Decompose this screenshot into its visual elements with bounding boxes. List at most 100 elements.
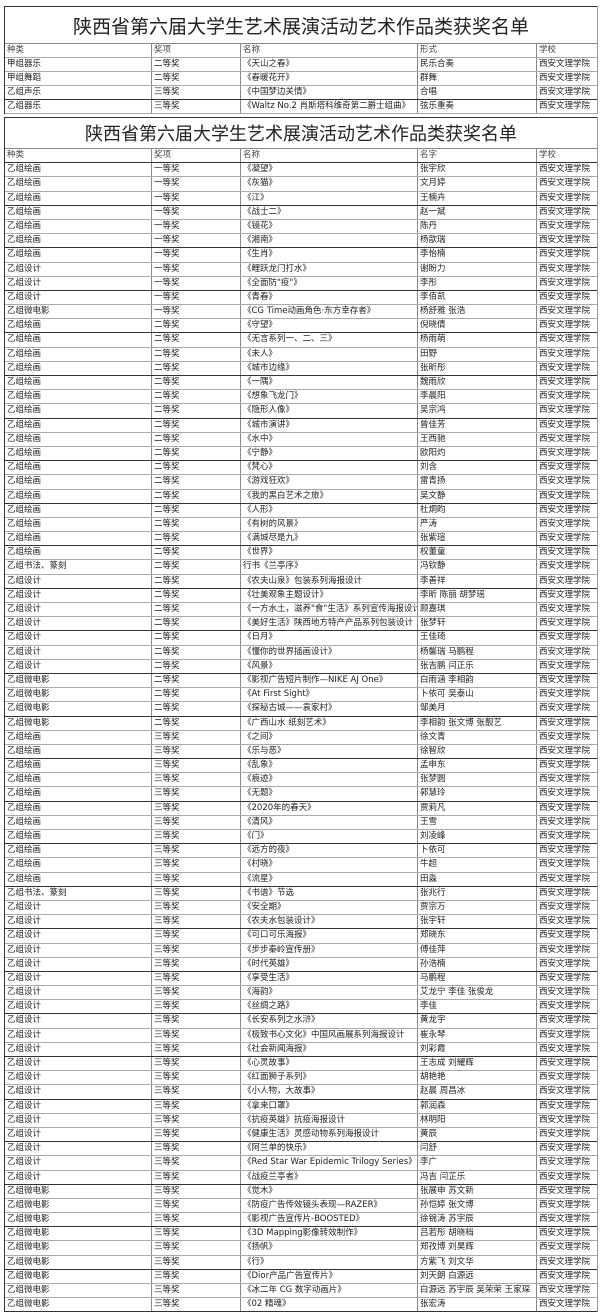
cell-category: 乙组微电影	[5, 1198, 152, 1213]
cell-title: 《湘南》	[241, 234, 418, 248]
cell-award: 一等奖	[152, 248, 241, 262]
cell-school: 西安文理学院	[539, 745, 591, 756]
cell-award: 三等奖	[152, 929, 241, 943]
cell-award: 三等奖	[152, 759, 241, 773]
cell-name: 白雨涵 李相韵	[418, 673, 537, 688]
cell-award: 三等奖	[152, 900, 241, 915]
cell-category: 乙组设计	[5, 957, 152, 971]
cell-award: 三等奖	[152, 744, 241, 759]
cell-award: 二等奖	[152, 560, 241, 574]
table-row: 乙组设计 一等奖 《鲤跃龙门打水》 谢盼力 西安文理学院	[5, 262, 597, 277]
cell-title: 《海韵》	[241, 986, 418, 1000]
cell-category: 乙组绘画	[5, 219, 152, 234]
cell-award: 三等奖	[152, 815, 241, 829]
header-award: 奖项	[152, 149, 241, 163]
cell-title: 《CG Time动画角色·东方幸存者》	[241, 305, 418, 319]
cell-school: 西安文理学院	[539, 1043, 591, 1054]
cell-school: 西安文理学院	[539, 859, 591, 870]
cell-title: 《拿来口罩》	[241, 1099, 418, 1113]
cell-award: 三等奖	[152, 1298, 241, 1312]
cell-category: 乙组绘画	[5, 489, 152, 503]
cell-name: 群舞	[418, 72, 537, 85]
cell-school: 西安文理学院	[539, 646, 591, 657]
cell-name: 张兆行	[418, 886, 537, 900]
table-row: 乙组绘画 二等奖 《水中》 王西驰 西安文理学院	[5, 432, 597, 447]
table-row: 乙组绘画 二等奖 《一隅》 魏雨欣 西安文理学院	[5, 376, 597, 391]
cell-award: 三等奖	[152, 1014, 241, 1028]
cell-category: 乙组微电影	[5, 688, 152, 702]
cell-title: 《长安系列之水浒》	[241, 1014, 418, 1028]
cell-category: 乙组绘画	[5, 446, 152, 461]
cell-name: 李怡楠	[418, 248, 537, 262]
cell-award: 三等奖	[152, 1156, 241, 1170]
cell-category: 乙组绘画	[5, 163, 152, 177]
table-row: 乙组微电影 三等奖 《扬帆》 郑孜博 刘昊辉 西安文理学院	[5, 1241, 597, 1256]
cell-school: 西安文理学院	[539, 59, 591, 69]
cell-title: 《安全期》	[241, 900, 418, 915]
cell-award: 二等奖	[152, 489, 241, 503]
cell-name: 张梦圆	[418, 773, 537, 787]
table-row: 乙组绘画 二等奖 《无言系列一、二、三》 杨雨萌 西安文理学院	[5, 333, 597, 348]
cell-school: 西安文理学院	[539, 235, 591, 246]
cell-category: 乙组器乐	[5, 100, 152, 113]
table-row: 乙组设计 二等奖 《一方水土，滋养"食"生活》系列宣传海报设计 顾嘉琪 西安文理学院	[5, 603, 597, 618]
cell-title: 《享受生活》	[241, 971, 418, 986]
table-row: 乙组设计 三等奖 《社会新闻海报》 刘彩霞 西安文理学院	[5, 1042, 597, 1057]
cell-award: 三等奖	[152, 986, 241, 1000]
cell-school: 西安文理学院	[539, 1185, 591, 1196]
cell-title: 《无题》	[241, 787, 418, 801]
cell-school: 西安文理学院	[539, 405, 591, 416]
cell-name: 王西驰	[418, 432, 537, 446]
cell-award: 二等奖	[152, 673, 241, 688]
cell-title: 《全面防"疫"》	[241, 276, 418, 290]
cell-school: 西安文理学院	[539, 1100, 591, 1111]
cell-title: 《凝望》	[241, 163, 418, 177]
cell-category: 乙组设计	[5, 1127, 152, 1142]
cell-title: 《步步秦岭宣传册》	[241, 943, 418, 957]
cell-category: 乙组微电影	[5, 1241, 152, 1255]
cell-category: 乙组书法、篆刻	[5, 560, 152, 574]
cell-name: 郑晓东	[418, 929, 537, 943]
header-title: 名称	[241, 149, 418, 163]
table-row: 乙组绘画 三等奖 《之间》 徐文青 西安文理学院	[5, 730, 597, 745]
cell-title: 《之间》	[241, 730, 418, 744]
header-row: 种类 奖项 名称 形式 学校	[5, 44, 597, 58]
cell-category: 乙组绘画	[5, 205, 152, 219]
cell-name: 方紫飞 刘文华	[418, 1255, 537, 1269]
table-row: 乙组绘画 二等奖 《游戏狂欢》 雷青扬 西安文理学院	[5, 475, 597, 490]
cell-name: 艾龙宁 李佳 张俊龙	[418, 986, 537, 1000]
cell-category: 乙组声乐	[5, 86, 152, 99]
cell-category: 乙组绘画	[5, 177, 152, 191]
table-row: 乙组设计 三等奖 《时代英雄》 孙浩楠 西安文理学院	[5, 957, 597, 972]
cell-title: 《未人》	[241, 347, 418, 361]
cell-award: 二等奖	[152, 475, 241, 489]
performance-awards-table: 陕西省第六届大学生艺术展演活动艺术作品类获奖名单 种类 奖项 名称 形式 学校 甲组器乐…	[4, 6, 598, 114]
cell-category: 乙组绘画	[5, 773, 152, 787]
cell-school: 西安文理学院	[539, 263, 591, 274]
cell-title: 《影视广告宣传片-BOOSTED》	[241, 1213, 418, 1227]
cell-award: 一等奖	[152, 219, 241, 234]
cell-school: 西安文理学院	[539, 391, 591, 402]
cell-category: 乙组绘画	[5, 546, 152, 560]
cell-name: 杜炯昀	[418, 503, 537, 517]
cell-title: 《日月》	[241, 631, 418, 645]
cell-title: 《美好生活》陕西地方特产产品系列包装设计	[241, 617, 418, 631]
cell-name: 魏雨欣	[418, 376, 537, 390]
cell-category: 乙组设计	[5, 617, 152, 631]
cell-category: 乙组微电影	[5, 716, 152, 730]
cell-name: 李晨阳	[418, 390, 537, 404]
cell-category: 乙组设计	[5, 631, 152, 645]
cell-school: 西安文理学院	[539, 362, 591, 373]
header-award: 奖项	[152, 44, 241, 57]
cell-title: 《想象飞龙门》	[241, 390, 418, 404]
cell-award: 二等奖	[152, 503, 241, 517]
cell-award: 二等奖	[152, 319, 241, 333]
cell-school: 西安文理学院	[539, 533, 591, 544]
cell-school: 西安文理学院	[539, 101, 591, 111]
cell-title: 《丝绸之路》	[241, 1000, 418, 1014]
cell-school: 西安文理学院	[539, 660, 591, 671]
cell-name: 杨舒雅 张浩	[418, 305, 537, 319]
cell-title: 《壮美观象主题设计》	[241, 588, 418, 602]
table-row: 乙组绘画 三等奖 《清风》 王雪 西安文理学院	[5, 815, 597, 830]
cell-title: 《3D Mapping影像转效制作》	[241, 1227, 418, 1241]
